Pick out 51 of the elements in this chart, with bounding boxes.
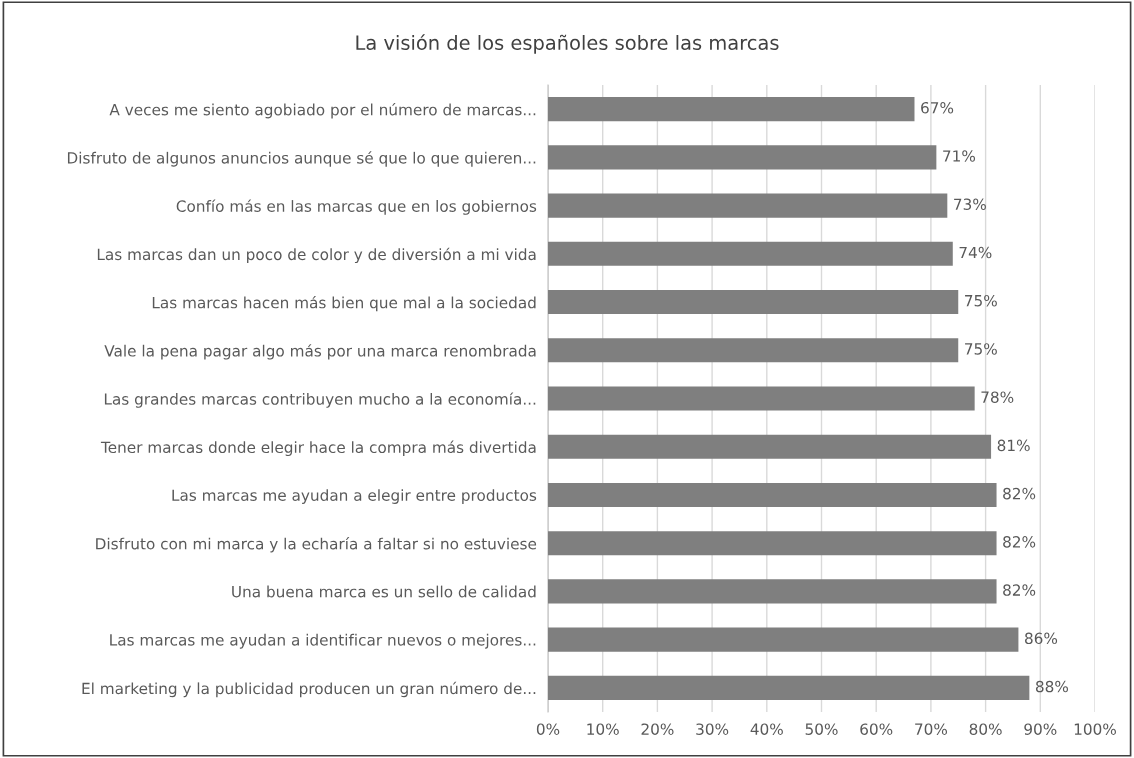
y-tick-label: Las grandes marcas contribuyen mucho a la economía... [104,392,536,408]
bar [548,579,997,604]
x-tick-label: 80% [969,723,1002,735]
y-tick-label: A veces me siento agobiado por el número de marcas... [109,103,536,119]
bar [548,97,915,122]
y-tick-label: Vale la pena pagar algo más por una marca renombrada [104,344,536,360]
bar [548,338,959,363]
x-tick-label: 100% [1074,723,1116,735]
data-label: 75% [965,294,997,307]
x-tick-label: 0% [536,723,560,735]
x-tick-label: 30% [696,723,729,735]
bar [548,434,992,459]
y-tick-label: Disfruto de algunos anuncios aunque sé que lo que quieren... [67,151,536,167]
bar [548,627,1019,652]
chart-title: La visión de los españoles sobre las marcas [356,34,779,54]
y-tick-label: Las marcas me ayudan a elegir entre productos [172,489,537,504]
y-tick-label: Confío más en las marcas que en los gobiernos [176,199,537,215]
data-label: 82% [1003,487,1036,500]
y-tick-label: Las marcas me ayudan a identificar nuevos o mejores... [110,633,536,649]
x-tick-label: 20% [641,723,674,735]
data-label: 67% [921,101,954,114]
x-tick-label: 70% [915,723,948,735]
data-label: 75% [965,343,997,355]
y-tick-label: Las marcas dan un poco de color y de diversión a mi vida [97,247,536,264]
bar [548,386,975,411]
x-tick-label: 90% [1024,723,1057,735]
y-tick-label: Una buena marca es un sello de calidad [232,585,536,598]
x-tick-label: 40% [750,723,783,735]
data-label: 73% [954,198,986,211]
data-label: 82% [1003,584,1036,596]
data-label: 88% [1035,680,1069,693]
y-tick-label: Tener marcas donde elegir hace la compra más divertida [100,440,536,457]
x-tick-label: 60% [860,723,893,735]
bar [548,193,948,218]
y-tick-label: Disfruto con mi marca y la echaría a faltar si no estuviese [96,537,537,553]
bar [548,241,953,266]
data-label: 81% [997,439,1030,452]
bar [548,289,959,315]
data-label: 82% [1003,536,1036,548]
bar [548,531,997,556]
bar [548,482,997,508]
y-tick-label: Las marcas hacen más bien que mal a la sociedad [152,295,536,312]
data-label: 74% [959,246,992,259]
x-tick-label: 10% [587,723,619,735]
data-label: 86% [1025,632,1058,645]
x-tick-label: 50% [805,723,838,735]
data-label: 78% [981,391,1014,403]
bar [548,145,937,170]
bar [548,675,1030,700]
y-tick-label: El marketing y la publicidad producen un gran número de... [82,681,536,698]
data-label: 71% [943,150,976,162]
